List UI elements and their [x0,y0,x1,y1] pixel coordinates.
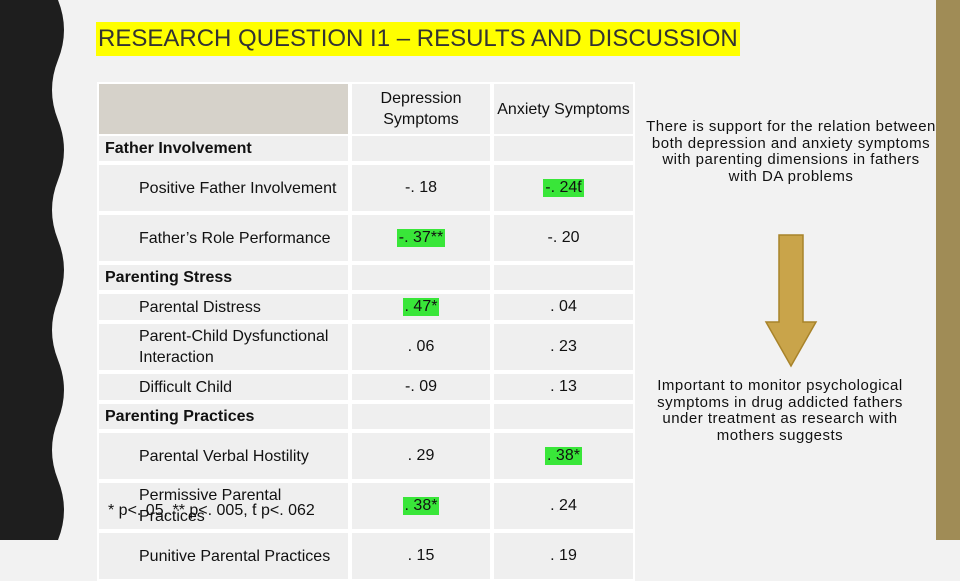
side-text: Important to monitor psychological sympt… [657,377,903,444]
value: -. 37** [396,229,446,247]
section-label: Parenting Practices [97,402,350,431]
value-cell: . 38* [350,481,492,531]
empty-cell [350,263,492,292]
value-cell: -. 09 [350,372,492,402]
row-label: Punitive Parental Practices [97,531,350,581]
header-cell [97,82,350,136]
value: . 15 [407,547,435,564]
value-cell: -. 20 [492,213,635,263]
arrow [764,234,818,368]
column-header: Depression Symptoms [350,82,492,136]
value: . 24 [550,497,577,514]
section-label: Father Involvement [97,134,350,163]
value-cell: . 13 [492,372,635,402]
value-cell: . 15 [350,531,492,581]
value-cell: -. 24ƭ [492,163,635,213]
left-edge [0,0,64,540]
value: . 23 [550,338,577,355]
value: . 38* [402,497,440,515]
row-label: Difficult Child [97,372,350,402]
row-label: Parent-Child Dysfunctional Interaction [97,322,350,372]
value-cell: . 19 [492,531,635,581]
column-header: Anxiety Symptoms [492,82,635,136]
value-cell: . 24 [492,481,635,531]
value-cell: . 23 [492,322,635,372]
value: . 29 [407,447,435,464]
row-label: Parental Verbal Hostility [97,431,350,481]
value-cell: . 38* [492,431,635,481]
value: -. 18 [404,179,437,196]
value: . 04 [550,298,577,315]
value-cell: . 04 [492,292,635,322]
row-label: Father’s Role Performance [97,213,350,263]
side-text: There is support for the relation betwee… [646,118,936,185]
right-stripe [936,0,960,540]
value-cell: . 06 [350,322,492,372]
value-cell: -. 18 [350,163,492,213]
row-label: Positive Father Involvement [97,163,350,213]
empty-cell [492,134,635,163]
empty-cell [350,402,492,431]
value: . 38* [545,447,582,465]
row-label: Permissive Parental Practices [97,481,350,531]
value: -. 20 [547,229,580,246]
value: . 13 [550,378,577,395]
value: . 06 [407,338,435,355]
value: . 19 [550,547,577,564]
section-label: Parenting Stress [97,263,350,292]
value-cell: -. 37** [350,213,492,263]
table-note: * p<. 05, ** p<. 005, ƭ p<. 062 [108,502,315,519]
slide-title: RESEARCH QUESTION I1 – RESULTS AND DISCU… [96,22,740,56]
value: -. 09 [404,378,437,395]
empty-cell [350,134,492,163]
value: . 47* [402,298,440,316]
value-cell: . 47* [350,292,492,322]
empty-cell [492,263,635,292]
row-label: Parental Distress [97,292,350,322]
value: -. 24ƭ [543,179,584,197]
decor [0,0,960,540]
empty-cell [492,402,635,431]
value-cell: . 29 [350,431,492,481]
